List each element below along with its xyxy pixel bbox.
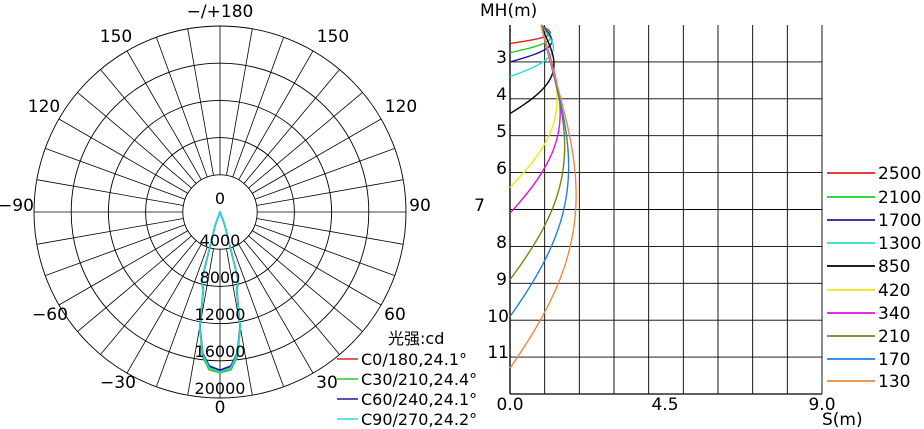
iso-legend-label: 2500: [878, 164, 921, 184]
x-tick-label: 0.0: [496, 395, 523, 415]
radial-tick-0: 0: [215, 189, 225, 208]
x-axis-title: S(m): [822, 410, 863, 429]
polar-chart: −/+180 150 150 120 120 −90 90 −60 60 −30…: [0, 2, 477, 429]
iso-series-1300: [509, 24, 555, 78]
polar-ring: [107, 99, 333, 325]
polar-series-4: [199, 211, 241, 373]
polar-legend-label: C90/270,24.2°: [361, 410, 477, 429]
iso-legend-label: 1700: [878, 211, 921, 231]
iso-chart: MH(m) S(m) 3 4 5 6 7 8 9 10 11 0.0 4.5 9…: [474, 1, 921, 429]
polar-legend-label: C60/240,24.1°: [361, 390, 477, 409]
iso-series-130: [509, 24, 577, 369]
x-tick-label: 4.5: [651, 395, 678, 415]
iso-legend-label: 340: [878, 304, 910, 324]
polar-legend-label: C30/210,24.4°: [361, 370, 477, 389]
y-tick-label: 11: [487, 343, 509, 363]
angle-label-minus120: 120: [28, 97, 60, 117]
angle-label-120: 120: [385, 97, 417, 117]
y-tick-label: 8: [496, 233, 507, 253]
y-tick-label: 9: [496, 270, 507, 290]
angle-label-90: 90: [409, 196, 431, 216]
polar-grid: [33, 25, 407, 399]
iso-legend-label: 850: [878, 257, 910, 277]
iso-legend-label: 170: [878, 350, 910, 370]
angle-label-0: 0: [215, 398, 226, 418]
radial-tick-12000: 12000: [195, 305, 246, 324]
iso-series-210: [509, 24, 566, 281]
angle-label-30: 30: [316, 373, 338, 393]
y-tick-label: 4: [496, 85, 507, 105]
angle-label-minus150: 150: [100, 27, 132, 47]
angle-label-180: −/+180: [187, 2, 254, 22]
polar-ring: [182, 174, 258, 250]
x-tick-label: 9.0: [808, 395, 835, 415]
angle-label-minus30: −30: [100, 373, 136, 393]
radial-tick-8000: 8000: [200, 268, 241, 287]
polar-series: [198, 211, 242, 374]
iso-series-1700: [509, 24, 553, 63]
polar-legend-title: 光强:cd: [388, 329, 444, 348]
iso-legend-label: 130: [878, 372, 910, 392]
iso-series-850: [509, 24, 555, 115]
iso-series-420: [509, 24, 558, 188]
angle-label-150: 150: [317, 27, 349, 47]
polar-ring: [145, 137, 295, 287]
radial-tick-20000: 20000: [195, 379, 246, 398]
angle-label-minus90: −90: [0, 196, 34, 216]
angle-label-minus60: −60: [32, 305, 68, 325]
iso-grid: [509, 25, 823, 395]
polar-legend: 光强:cd C0/180,24.1° C30/210,24.4° C60/240…: [337, 329, 477, 429]
polar-ring: [33, 25, 407, 399]
y-tick-label: 10: [487, 307, 509, 327]
iso-legend-label: 1300: [878, 234, 921, 254]
iso-series: [509, 24, 577, 369]
y-tick-label: 3: [496, 48, 507, 68]
iso-legend: 2500 2100 1700 1300 850 420 340 210 170 …: [827, 164, 921, 392]
radial-tick-4000: 4000: [200, 231, 241, 250]
y-tick-label: 5: [496, 122, 507, 142]
polar-ring: [70, 62, 370, 362]
iso-series-170: [509, 24, 570, 317]
polar-legend-label: C0/180,24.1°: [361, 350, 467, 369]
iso-legend-label: 210: [878, 327, 910, 347]
angle-label-60: 60: [384, 305, 406, 325]
iso-legend-label: 420: [878, 281, 910, 301]
y-tick-label: 7: [474, 196, 485, 216]
y-tick-label: 6: [496, 159, 507, 179]
y-axis-title: MH(m): [480, 1, 537, 21]
radial-tick-16000: 16000: [195, 342, 246, 361]
iso-legend-label: 2100: [878, 188, 921, 208]
